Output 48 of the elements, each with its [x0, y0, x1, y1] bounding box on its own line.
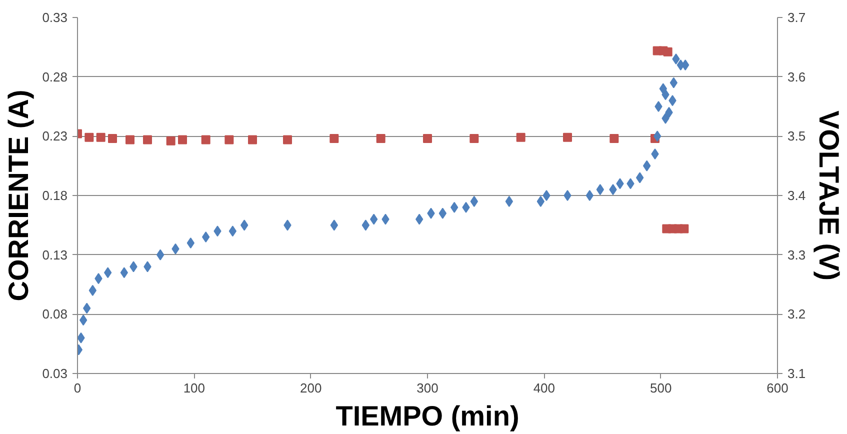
- point: [563, 132, 572, 142]
- y-tick-label: 0.28: [42, 69, 68, 84]
- point: [423, 134, 432, 144]
- point: [108, 134, 117, 144]
- y-tick-label: 0.18: [42, 188, 68, 203]
- x-tick-label: 100: [183, 380, 206, 396]
- y2-tick-label: 3.4: [788, 188, 806, 203]
- y2-axis-title: VOLTAJE (V): [814, 110, 845, 281]
- point: [178, 135, 187, 144]
- point: [564, 190, 572, 201]
- point: [283, 135, 292, 144]
- x-tick-label: 300: [416, 380, 438, 396]
- y-tick-label: 0.08: [42, 306, 68, 322]
- y2-tick-label: 3.5: [788, 128, 806, 144]
- point: [680, 224, 689, 234]
- y2-tick-label: 3.1: [788, 366, 806, 381]
- y2-tick-label: 3.7: [788, 10, 806, 25]
- x-tick-label: 200: [300, 380, 322, 396]
- point: [516, 132, 526, 142]
- point: [610, 134, 619, 144]
- y2-tick-label: 3.3: [788, 247, 806, 262]
- y-tick-label: 0.33: [42, 10, 68, 25]
- point: [654, 101, 662, 112]
- x-tick-label: 600: [766, 380, 788, 396]
- x-tick-label: 500: [650, 380, 672, 396]
- point: [470, 134, 479, 144]
- y-tick-label: 0.13: [42, 247, 68, 262]
- point: [330, 134, 339, 144]
- point: [376, 134, 386, 144]
- x-tick-label: 400: [533, 380, 556, 396]
- point: [166, 136, 176, 146]
- point: [201, 135, 210, 144]
- point: [663, 47, 672, 56]
- point: [96, 132, 106, 142]
- y2-tick-label: 3.2: [788, 306, 806, 322]
- y-tick-label: 0.03: [42, 366, 68, 381]
- point: [542, 190, 550, 201]
- point: [248, 135, 257, 144]
- point: [84, 132, 94, 142]
- x-tick-label: 0: [74, 380, 82, 396]
- point: [586, 190, 594, 201]
- y-tick-label: 0.23: [42, 128, 68, 144]
- point: [143, 135, 152, 144]
- y-axis-title: CORRIENTE (A): [3, 90, 34, 302]
- point: [224, 135, 234, 144]
- x-axis-title: TIEMPO (min): [336, 400, 520, 432]
- point: [126, 135, 134, 144]
- y2-tick-label: 3.6: [788, 69, 806, 84]
